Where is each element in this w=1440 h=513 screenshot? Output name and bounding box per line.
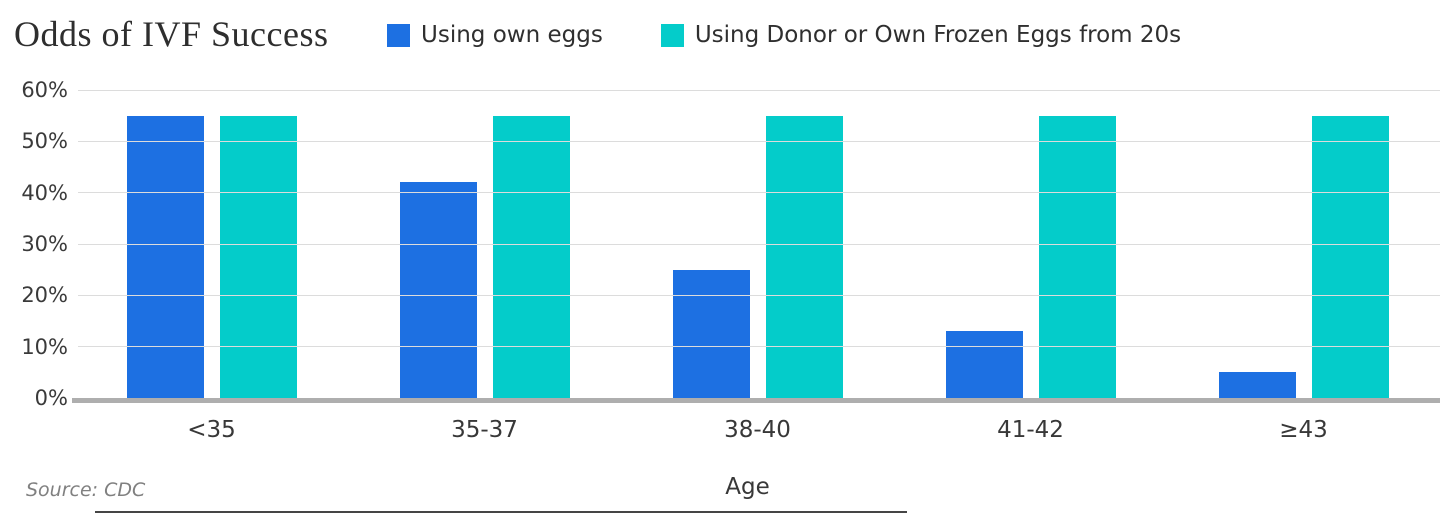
bottom-edge-line xyxy=(95,511,907,513)
y-axis-tick-label: 10% xyxy=(21,334,68,359)
y-axis-tick-label: 0% xyxy=(34,386,68,410)
bar-group-35-37 xyxy=(348,90,621,398)
gridline xyxy=(78,346,1440,348)
bar-group-38-40 xyxy=(621,90,894,398)
legend-label: Using own eggs xyxy=(421,22,603,48)
bar-group-41-42 xyxy=(894,90,1167,398)
bar-group-<35 xyxy=(75,90,348,398)
legend-swatch-icon xyxy=(387,23,410,47)
x-axis-tick-label: 41-42 xyxy=(997,417,1064,443)
legend-label: Using Donor or Own Frozen Eggs from 20s xyxy=(694,22,1182,48)
x-axis-tick-label: <35 xyxy=(187,417,236,443)
x-axis-tick-label: 38-40 xyxy=(724,417,791,443)
y-axis-tick-label: 50% xyxy=(21,129,68,154)
bar-donor-eggs-41-42 xyxy=(1038,115,1116,398)
bar-own-eggs-41-42 xyxy=(945,331,1023,398)
x-axis-baseline xyxy=(72,398,1440,403)
legend-item-1: Using Donor or Own Frozen Eggs from 20s xyxy=(660,22,1182,48)
y-axis-tick-label: 60% xyxy=(21,78,68,102)
bar-own-eggs-35-37 xyxy=(399,182,477,398)
gridline xyxy=(78,192,1440,194)
x-axis-tick-label: 35-37 xyxy=(451,417,518,443)
y-axis-tick-label: 30% xyxy=(21,232,68,256)
y-axis-tick-label: 40% xyxy=(21,180,68,205)
bar-own-eggs-38-40 xyxy=(672,269,750,398)
plot-area: 60% 50% 40% 30% 20% 10% 0% xyxy=(0,78,1440,410)
bar-own-eggs-<35 xyxy=(126,115,204,398)
gridline xyxy=(78,89,1440,91)
legend-swatch-icon xyxy=(660,23,684,47)
bar-donor-eggs-38-40 xyxy=(765,115,843,398)
legend: Using own eggs Using Donor or Own Frozen … xyxy=(387,22,1181,48)
bars-area xyxy=(75,90,1440,398)
x-axis-tick-label: ≥43 xyxy=(1279,417,1328,443)
x-axis-tick-labels: <35 35-37 38-40 41-42 ≥43 xyxy=(75,414,1440,446)
gridline xyxy=(78,294,1440,296)
y-axis-tick-label: 20% xyxy=(21,283,68,308)
gridline xyxy=(78,243,1440,245)
x-axis-title: Age xyxy=(725,474,770,500)
bar-donor-eggs-<35 xyxy=(219,115,297,398)
chart-title: Odds of IVF Success xyxy=(14,14,329,54)
source-note: Source: CDC xyxy=(26,479,146,501)
bar-own-eggs-≥43 xyxy=(1218,372,1296,398)
gridline xyxy=(78,140,1440,142)
bar-donor-eggs-≥43 xyxy=(1311,115,1389,398)
bar-group-≥43 xyxy=(1167,90,1440,398)
legend-item-0: Using own eggs xyxy=(387,22,603,48)
bar-donor-eggs-35-37 xyxy=(492,115,570,398)
